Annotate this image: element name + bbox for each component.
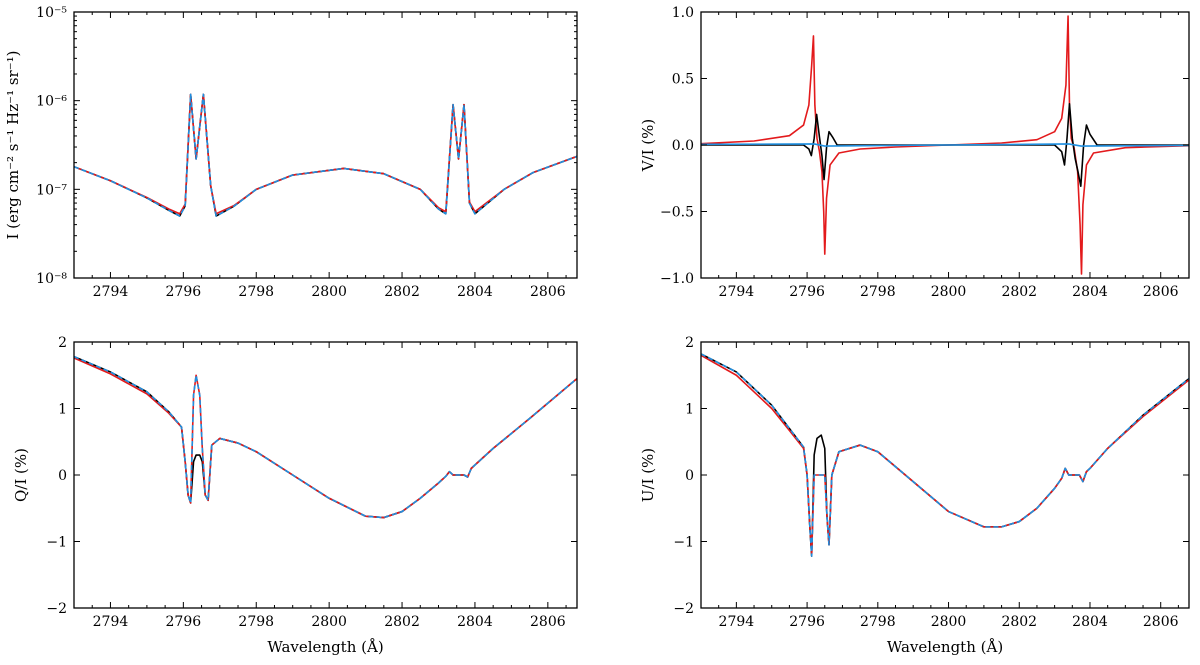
y-tick-label: 0.0 (672, 138, 694, 154)
series-line-stokes-u-0 (701, 353, 1189, 557)
x-axis-label: Wavelength (Å) (887, 638, 1003, 656)
y-tick-label: 10⁻⁵ (36, 5, 67, 21)
plot-frame (73, 11, 578, 279)
y-tick-label: 2 (685, 335, 694, 351)
y-tick-label: 2 (58, 335, 67, 351)
x-tick-label: 2806 (530, 614, 566, 630)
series-line-stokes-q-2 (74, 355, 577, 519)
y-tick-label: −1.0 (660, 271, 694, 287)
y-tick-label: 1 (685, 402, 694, 418)
y-axis-label: V/I (%) (639, 119, 657, 173)
y-axis-label: I (erg cm⁻² s⁻¹ Hz⁻¹ sr⁻¹) (4, 50, 22, 239)
x-tick-label: 2796 (166, 284, 202, 300)
y-tick-label: −0.5 (660, 205, 694, 221)
x-tick-label: 2804 (457, 284, 493, 300)
series-line-stokes-u-2 (701, 353, 1189, 557)
y-tick-label: 0 (58, 468, 67, 484)
series-line-stokes-q-1 (74, 357, 577, 519)
x-tick-label: 2794 (719, 284, 755, 300)
x-tick-label: 2802 (1001, 614, 1037, 630)
x-tick-label: 2800 (311, 284, 347, 300)
x-tick-label: 2804 (1072, 614, 1108, 630)
x-tick-label: 2804 (457, 614, 493, 630)
x-tick-label: 2794 (719, 614, 755, 630)
y-tick-label: 10⁻⁷ (36, 182, 67, 198)
series-line-intensity-1 (74, 93, 577, 215)
y-tick-label: 1 (58, 402, 67, 418)
x-tick-label: 2804 (1072, 284, 1108, 300)
x-tick-label: 2802 (1001, 284, 1037, 300)
x-tick-label: 2796 (789, 284, 825, 300)
x-tick-label: 2798 (238, 614, 274, 630)
chart-panel-stokes-q: 2794 2796 2798 2800 2802 2804 2806 −2 −1 0 1 2 Q/I (… (12, 335, 578, 656)
x-tick-label: 2798 (860, 284, 896, 300)
x-tick-label: 2798 (238, 284, 274, 300)
y-tick-label: −2 (46, 601, 67, 617)
y-axis-label: U/I (%) (639, 448, 657, 502)
y-axis-label: Q/I (%) (12, 448, 30, 502)
series-line-intensity-0 (74, 93, 577, 217)
series-line-intensity-2 (74, 93, 577, 217)
x-tick-label: 2800 (931, 614, 967, 630)
series-line-stokes-v-2 (701, 143, 1189, 147)
chart-panel-stokes-u: 2794 2796 2798 2800 2802 2804 2806 −2 −1 0 1 2 U/I (… (639, 335, 1190, 656)
plot-frame (73, 341, 578, 609)
y-tick-label: −1 (46, 535, 67, 551)
x-tick-label: 2806 (1143, 284, 1179, 300)
x-tick-label: 2806 (530, 284, 566, 300)
x-tick-label: 2800 (311, 614, 347, 630)
x-axis-label: Wavelength (Å) (267, 638, 383, 656)
x-tick-label: 2802 (384, 614, 420, 630)
x-tick-label: 2796 (166, 614, 202, 630)
x-tick-label: 2806 (1143, 614, 1179, 630)
x-tick-label: 2794 (93, 284, 129, 300)
y-tick-label: −2 (673, 601, 694, 617)
x-tick-label: 2802 (384, 284, 420, 300)
chart-panel-intensity: 2794 2796 2798 2800 2802 2804 2806 10⁻⁸ 10⁻⁷ 10⁻⁶… (4, 5, 578, 300)
x-tick-label: 2798 (860, 614, 896, 630)
plot-frame (700, 341, 1190, 609)
y-tick-label: 0.5 (672, 72, 694, 88)
y-tick-label: 10⁻⁸ (36, 271, 67, 287)
y-tick-label: 10⁻⁶ (36, 94, 67, 110)
x-tick-label: 2796 (789, 614, 825, 630)
series-line-stokes-q-0 (74, 355, 577, 519)
y-tick-label: 1.0 (672, 5, 694, 21)
x-tick-label: 2794 (93, 614, 129, 630)
x-tick-label: 2800 (931, 284, 967, 300)
y-tick-label: 0 (685, 468, 694, 484)
y-tick-label: −1 (673, 535, 694, 551)
chart-panel-stokes-v: 2794 2796 2798 2800 2802 2804 2806 −1.0 −0.5 0.0 0… (639, 5, 1190, 300)
series-line-stokes-u-1 (701, 354, 1189, 555)
